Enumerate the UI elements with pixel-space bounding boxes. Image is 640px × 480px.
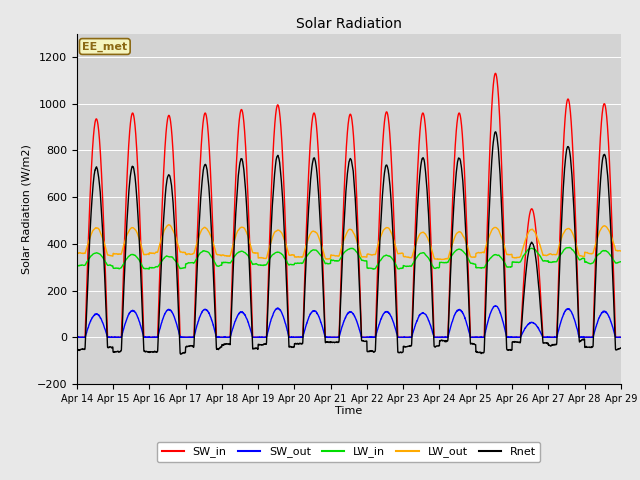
SW_out xyxy=(73,335,81,340)
Rnet xyxy=(177,351,185,357)
Rnet xyxy=(584,344,592,350)
LW_out xyxy=(508,252,515,257)
LW_in xyxy=(584,260,592,266)
LW_in xyxy=(570,247,577,253)
SW_in xyxy=(492,71,499,76)
SW_out xyxy=(584,334,592,340)
SW_in xyxy=(225,335,232,340)
X-axis label: Time: Time xyxy=(335,407,362,417)
SW_in xyxy=(365,335,372,340)
Line: LW_out: LW_out xyxy=(77,225,621,260)
LW_in xyxy=(365,265,372,271)
Title: Solar Radiation: Solar Radiation xyxy=(296,17,402,31)
Rnet xyxy=(225,341,232,347)
Line: Rnet: Rnet xyxy=(77,132,621,354)
Line: SW_in: SW_in xyxy=(77,73,621,337)
SW_in xyxy=(617,335,625,340)
Line: LW_in: LW_in xyxy=(77,248,621,269)
LW_out xyxy=(617,248,625,254)
Text: EE_met: EE_met xyxy=(82,41,127,52)
SW_out xyxy=(507,334,515,340)
LW_out xyxy=(435,257,442,263)
Rnet xyxy=(570,192,577,198)
Rnet xyxy=(365,348,372,354)
LW_out xyxy=(225,253,232,259)
Y-axis label: Solar Radiation (W/m2): Solar Radiation (W/m2) xyxy=(21,144,31,274)
LW_in xyxy=(507,264,515,270)
LW_in xyxy=(376,257,384,263)
SW_out xyxy=(376,318,384,324)
LW_out xyxy=(570,232,577,238)
LW_out xyxy=(584,251,592,256)
SW_out xyxy=(365,335,372,340)
LW_out xyxy=(165,222,173,228)
Rnet xyxy=(492,129,499,135)
SW_out xyxy=(225,335,232,340)
LW_out xyxy=(365,252,372,257)
Rnet xyxy=(376,227,384,233)
LW_in xyxy=(73,262,81,268)
LW_in xyxy=(225,260,232,265)
Rnet xyxy=(73,346,81,352)
Legend: SW_in, SW_out, LW_in, LW_out, Rnet: SW_in, SW_out, LW_in, LW_out, Rnet xyxy=(157,442,540,462)
SW_in xyxy=(507,335,515,340)
LW_in xyxy=(566,245,573,251)
SW_out xyxy=(492,303,499,309)
Line: SW_out: SW_out xyxy=(77,306,621,337)
SW_in xyxy=(569,150,577,156)
SW_in xyxy=(73,335,81,340)
SW_in xyxy=(376,193,384,199)
SW_in xyxy=(584,335,592,340)
LW_in xyxy=(369,266,377,272)
LW_out xyxy=(73,251,81,256)
SW_out xyxy=(569,312,577,318)
SW_out xyxy=(617,335,625,340)
LW_in xyxy=(617,259,625,264)
LW_out xyxy=(376,234,384,240)
Rnet xyxy=(617,345,625,351)
Rnet xyxy=(508,347,515,353)
